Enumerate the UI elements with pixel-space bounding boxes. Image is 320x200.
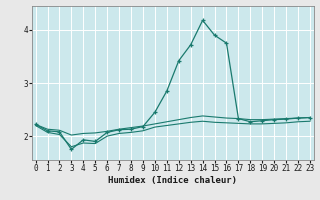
X-axis label: Humidex (Indice chaleur): Humidex (Indice chaleur) (108, 176, 237, 185)
